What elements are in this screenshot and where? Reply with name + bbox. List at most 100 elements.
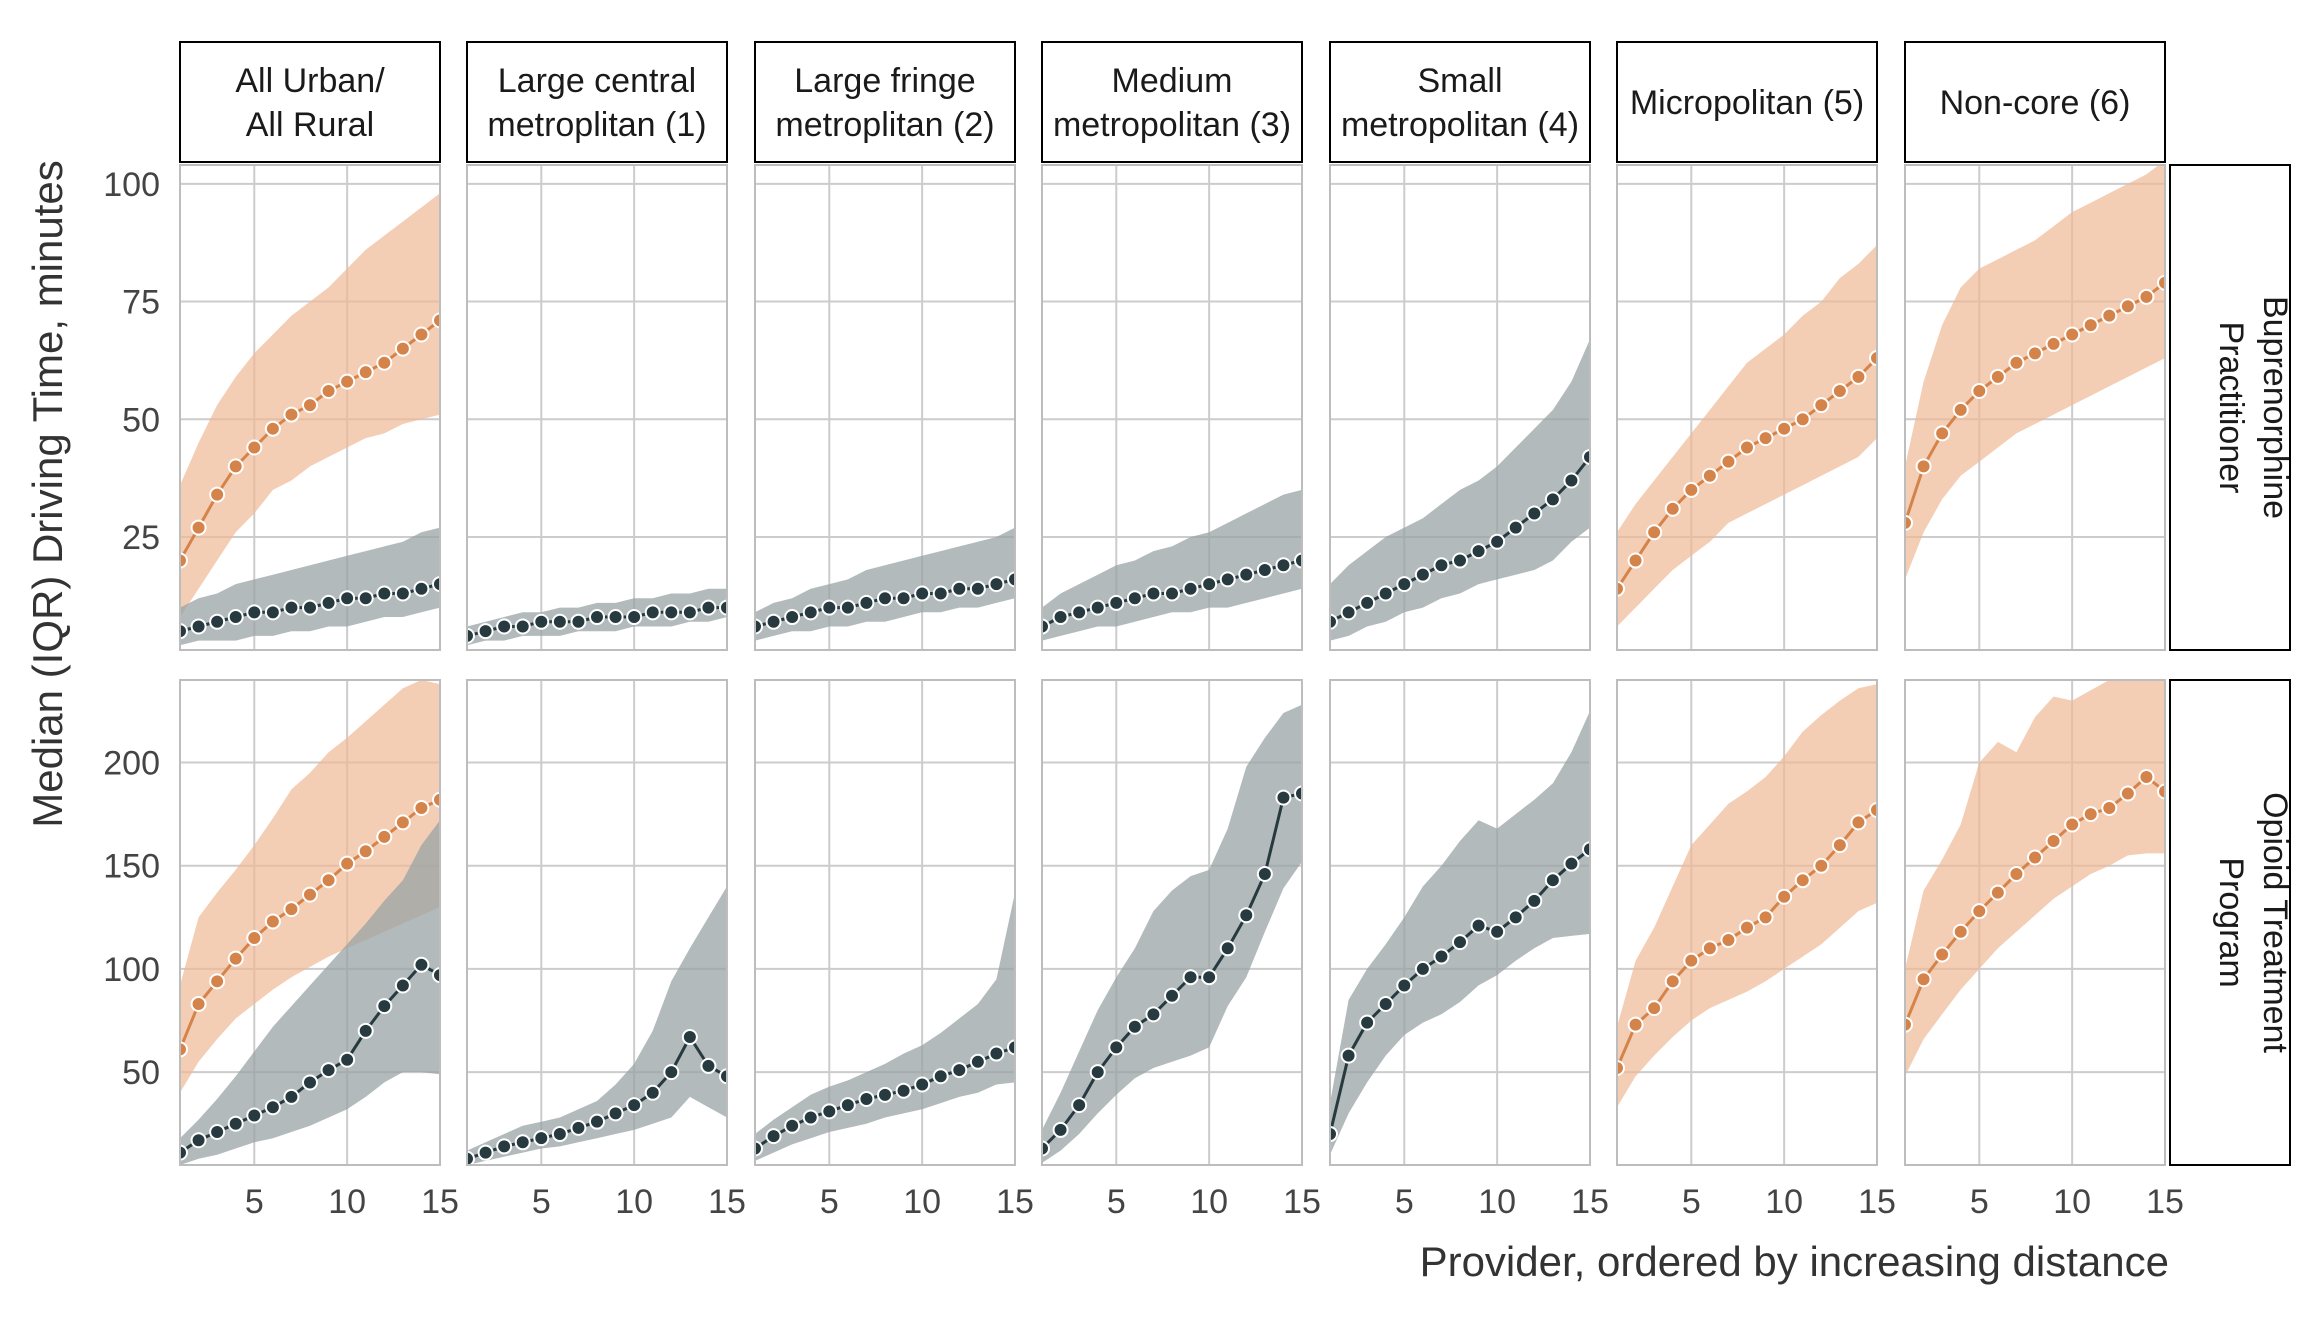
- urban-median-point: [1108, 594, 1125, 611]
- urban-median-point: [1452, 934, 1468, 951]
- panel: [1329, 679, 1591, 1166]
- urban-median-point: [765, 613, 782, 630]
- x-tick-label: 5: [1395, 1183, 1414, 1221]
- urban-median-point: [607, 1105, 624, 1122]
- urban-median-point: [802, 604, 819, 621]
- urban-median-point: [1563, 855, 1580, 872]
- column-strip: Large central metroplitan (1): [466, 41, 728, 163]
- urban-median-point: [376, 998, 393, 1015]
- urban-median-point: [1238, 566, 1255, 583]
- column-strip-box: [179, 41, 441, 163]
- urban-median-point: [1340, 604, 1357, 621]
- panel-border: [1904, 679, 2166, 1166]
- urban-median-point: [1489, 923, 1506, 940]
- urban-median-point: [700, 599, 717, 616]
- x-tick-label: 15: [421, 1183, 459, 1221]
- y-tick-label: 150: [103, 848, 160, 886]
- urban-median-point: [190, 618, 207, 635]
- urban-iqr-band: [755, 527, 1015, 641]
- urban-median-point: [1294, 785, 1302, 802]
- rural-median-point: [1683, 481, 1700, 498]
- x-tick-label: 5: [1970, 1183, 1989, 1221]
- rural-median-point: [357, 843, 374, 860]
- row-strip-label: Buprenorphine: [2256, 296, 2294, 519]
- panel: [466, 164, 728, 651]
- rural-median-point: [2101, 307, 2118, 324]
- urban-median-point: [1145, 585, 1162, 602]
- rural-median-point: [302, 886, 318, 903]
- panel-plot-area: [180, 193, 440, 646]
- y-axis-title: Median (IQR) Driving Time, minutes: [24, 160, 71, 828]
- rural-median-point: [2082, 317, 2099, 334]
- rural-median-point: [1646, 524, 1663, 541]
- rural-median-point: [1627, 552, 1644, 569]
- panel: [466, 679, 728, 1166]
- panel: [1616, 679, 1878, 1166]
- urban-median-point: [1377, 996, 1394, 1013]
- rural-median-point: [2101, 799, 2118, 816]
- rural-median-point: [227, 950, 244, 967]
- urban-median-point: [719, 599, 727, 616]
- rural-median-point: [190, 996, 207, 1013]
- rural-median-point: [2027, 849, 2043, 866]
- urban-median-point: [514, 1134, 531, 1151]
- column-strip-label: metropolitan (4): [1341, 106, 1579, 144]
- rural-median-point: [432, 791, 440, 808]
- urban-median-point: [1294, 552, 1302, 569]
- urban-iqr-band: [1042, 704, 1302, 1163]
- x-tick-label: 15: [708, 1183, 746, 1221]
- urban-median-point: [951, 1062, 968, 1079]
- x-tick-label: 10: [2053, 1183, 2091, 1221]
- urban-median-point: [663, 1064, 680, 1081]
- urban-median-point: [264, 604, 281, 621]
- urban-median-point: [246, 1107, 263, 1124]
- rural-median-point: [2027, 345, 2043, 362]
- rural-median-point: [209, 973, 226, 990]
- rural-median-point: [1831, 383, 1848, 400]
- row-strip-label: Program: [2212, 857, 2250, 987]
- panel-plot-area: [1042, 704, 1302, 1163]
- urban-median-point: [784, 1117, 801, 1134]
- urban-median-point: [180, 1144, 188, 1161]
- urban-median-point: [394, 585, 411, 602]
- rural-iqr-band: [1905, 165, 2165, 580]
- rural-iqr-band: [1617, 245, 1877, 627]
- urban-median-point: [570, 613, 587, 630]
- urban-median-point: [357, 590, 374, 607]
- column-strip-label: Micropolitan (5): [1630, 84, 1864, 122]
- y-tick-label: 50: [122, 1054, 160, 1092]
- rural-median-point: [264, 420, 281, 437]
- urban-median-point: [1219, 940, 1236, 957]
- column-strip-label: Medium: [1112, 62, 1233, 100]
- urban-median-point: [1164, 987, 1180, 1004]
- urban-median-point: [467, 627, 475, 644]
- panel: [1904, 679, 2166, 1166]
- urban-median-point: [1414, 566, 1431, 583]
- panels: [179, 164, 2166, 1166]
- urban-median-point: [1563, 472, 1580, 489]
- rural-median-point: [1971, 903, 1988, 920]
- y-tick-label: 100: [103, 951, 160, 989]
- urban-median-point: [1275, 557, 1292, 574]
- urban-median-point: [895, 590, 912, 607]
- urban-median-point: [1256, 561, 1273, 578]
- urban-iqr-band: [1042, 489, 1302, 641]
- x-tick-label: 5: [1682, 1183, 1701, 1221]
- rural-median-point: [1701, 940, 1718, 957]
- rural-median-point: [339, 855, 356, 872]
- panel-border: [754, 164, 1016, 651]
- rural-median-point: [1850, 368, 1867, 385]
- rural-median-point: [2157, 274, 2165, 291]
- urban-median-point: [1452, 552, 1468, 569]
- urban-median-point: [755, 618, 763, 635]
- urban-median-point: [1359, 594, 1376, 611]
- panel-plot-area: [1905, 680, 2165, 1077]
- column-strip-box: [1329, 41, 1591, 163]
- rural-iqr-band: [1905, 680, 2165, 1077]
- rural-median-point: [209, 486, 226, 503]
- rural-median-point: [320, 872, 337, 889]
- urban-median-point: [932, 1068, 949, 1085]
- rural-median-point: [1794, 872, 1811, 889]
- x-tick-label: 10: [328, 1183, 366, 1221]
